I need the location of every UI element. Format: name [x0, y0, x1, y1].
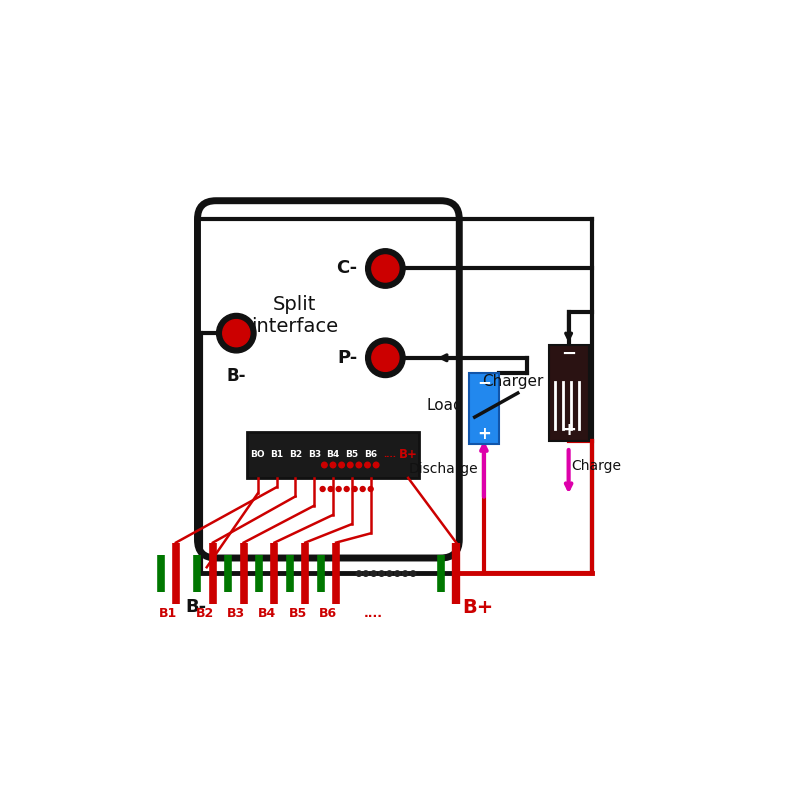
Text: B2: B2 [289, 450, 302, 459]
Text: B6: B6 [364, 450, 377, 459]
FancyBboxPatch shape [198, 201, 459, 558]
Circle shape [336, 486, 341, 491]
Bar [469, 373, 499, 444]
Text: B-: B- [185, 598, 206, 616]
Circle shape [330, 462, 336, 468]
Circle shape [347, 462, 353, 468]
Circle shape [320, 486, 325, 491]
Bar [549, 346, 589, 441]
Text: −: − [477, 373, 491, 391]
Text: +: + [561, 421, 576, 439]
Text: B1: B1 [159, 607, 178, 620]
Circle shape [352, 486, 357, 491]
Circle shape [356, 462, 362, 468]
Text: Discharge: Discharge [408, 462, 478, 476]
Text: B3: B3 [308, 450, 321, 459]
Circle shape [217, 314, 256, 353]
Text: ●●●●●●●●: ●●●●●●●● [354, 569, 418, 578]
Text: Split
interface: Split interface [251, 294, 338, 336]
Text: ....: .... [383, 450, 396, 459]
Circle shape [365, 462, 370, 468]
Bar [246, 432, 419, 478]
Circle shape [372, 344, 399, 371]
Text: B4: B4 [258, 607, 276, 620]
Text: Charge: Charge [572, 458, 622, 473]
Text: B5: B5 [346, 450, 358, 459]
Text: B+: B+ [462, 598, 494, 617]
Circle shape [322, 462, 327, 468]
Circle shape [372, 255, 399, 282]
Circle shape [360, 486, 365, 491]
Text: BO: BO [250, 450, 265, 459]
Text: B1: B1 [270, 450, 283, 459]
Text: P-: P- [338, 349, 358, 366]
Text: B2: B2 [196, 607, 214, 620]
Text: Load: Load [427, 398, 463, 413]
Circle shape [366, 338, 405, 378]
Text: B4: B4 [326, 450, 340, 459]
Circle shape [366, 249, 405, 288]
Circle shape [344, 486, 349, 491]
Text: Charger: Charger [482, 374, 544, 390]
Text: B+: B+ [398, 448, 418, 462]
Text: C-: C- [337, 259, 358, 278]
Text: +: + [477, 425, 491, 443]
Text: −: − [561, 345, 576, 363]
Circle shape [328, 486, 333, 491]
Text: B3: B3 [227, 607, 245, 620]
Circle shape [339, 462, 344, 468]
Text: ....: .... [364, 607, 383, 620]
Circle shape [368, 486, 373, 491]
Text: B-: B- [226, 367, 246, 385]
Circle shape [374, 462, 379, 468]
Circle shape [222, 320, 250, 346]
Text: B5: B5 [289, 607, 306, 620]
Text: B6: B6 [319, 607, 338, 620]
